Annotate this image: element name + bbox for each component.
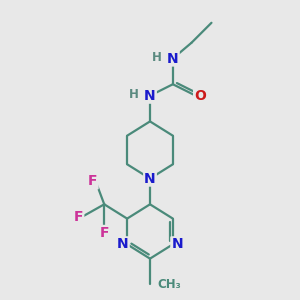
- Text: F: F: [74, 210, 83, 224]
- Text: N: N: [144, 89, 156, 103]
- Text: F: F: [100, 226, 109, 240]
- Text: N: N: [167, 52, 179, 65]
- Text: O: O: [194, 89, 206, 103]
- Text: N: N: [117, 237, 129, 251]
- Text: N: N: [171, 237, 183, 251]
- Text: H: H: [152, 51, 162, 64]
- Text: F: F: [88, 174, 98, 188]
- Text: CH₃: CH₃: [157, 278, 181, 291]
- Text: H: H: [129, 88, 139, 101]
- Text: N: N: [144, 172, 156, 186]
